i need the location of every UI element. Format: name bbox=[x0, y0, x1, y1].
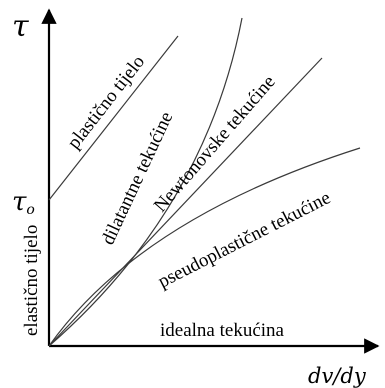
ideal-fluid-label: idealna tekućina bbox=[160, 320, 285, 341]
elastic-body-label: elastično tijelo bbox=[21, 225, 42, 336]
pseudoplastic-curve bbox=[48, 147, 361, 347]
tau-zero-symbol: τ bbox=[12, 187, 27, 217]
x-axis-symbol: dv/dy bbox=[308, 364, 367, 388]
newtonian-line bbox=[48, 57, 323, 347]
newtonian-label: Newtonovske tekućine bbox=[150, 71, 280, 216]
tau-zero-label: τo bbox=[12, 187, 35, 218]
plastic-body-label: plastično tijelo bbox=[63, 52, 149, 154]
dilatant-curve bbox=[48, 17, 243, 347]
y-axis-symbol: τ bbox=[12, 9, 29, 44]
pseudoplastic-label: pseudoplastične tekućine bbox=[155, 187, 334, 292]
tau-zero-subscript: o bbox=[26, 202, 34, 218]
dilatant-label: dilatantne tekućine bbox=[97, 109, 177, 248]
plastic-body-line bbox=[48, 35, 179, 201]
